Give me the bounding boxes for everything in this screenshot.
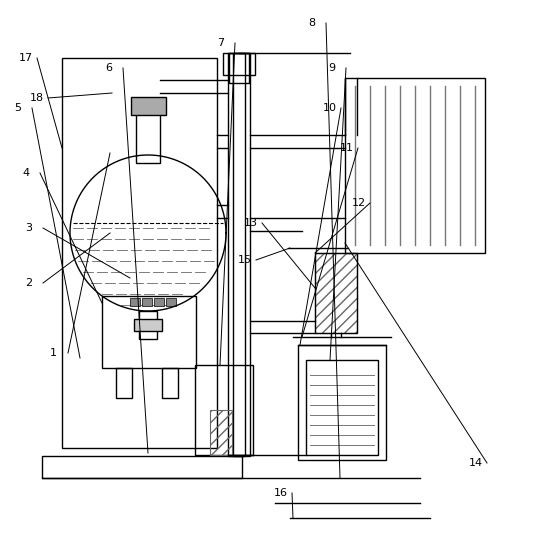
Bar (195, 365, 253, 455)
Bar (162, 368, 178, 398)
Text: 3: 3 (25, 223, 32, 233)
Bar (62, 58, 217, 448)
Text: 17: 17 (19, 53, 33, 63)
Text: 8: 8 (308, 18, 315, 28)
Text: 14: 14 (469, 458, 483, 468)
Text: 13: 13 (244, 218, 258, 228)
Bar (142, 298, 152, 306)
Text: 7: 7 (217, 38, 224, 48)
Bar (306, 360, 378, 455)
Bar (223, 53, 255, 75)
Bar (298, 345, 386, 460)
Text: 5: 5 (14, 103, 21, 113)
Bar (130, 298, 140, 306)
Text: 1: 1 (50, 348, 57, 358)
Bar (134, 319, 162, 331)
Bar (166, 298, 176, 306)
Bar (345, 78, 485, 253)
Bar (102, 296, 196, 368)
Text: 15: 15 (238, 255, 252, 265)
Bar (229, 53, 249, 83)
Text: 11: 11 (340, 143, 354, 153)
Bar (315, 253, 357, 333)
Bar (210, 410, 232, 455)
Text: 9: 9 (328, 63, 335, 73)
Bar (233, 53, 245, 456)
Bar (228, 53, 250, 456)
Bar (42, 456, 242, 478)
Text: 2: 2 (25, 278, 32, 288)
Bar (130, 97, 165, 115)
Text: 6: 6 (105, 63, 112, 73)
Text: 4: 4 (22, 168, 29, 178)
Bar (136, 110, 160, 163)
Text: 18: 18 (30, 93, 44, 103)
Text: 16: 16 (274, 488, 288, 498)
Bar (116, 368, 132, 398)
Bar (315, 253, 357, 333)
Bar (139, 311, 157, 339)
Bar (154, 298, 164, 306)
Text: 10: 10 (323, 103, 337, 113)
Text: 12: 12 (352, 198, 366, 208)
